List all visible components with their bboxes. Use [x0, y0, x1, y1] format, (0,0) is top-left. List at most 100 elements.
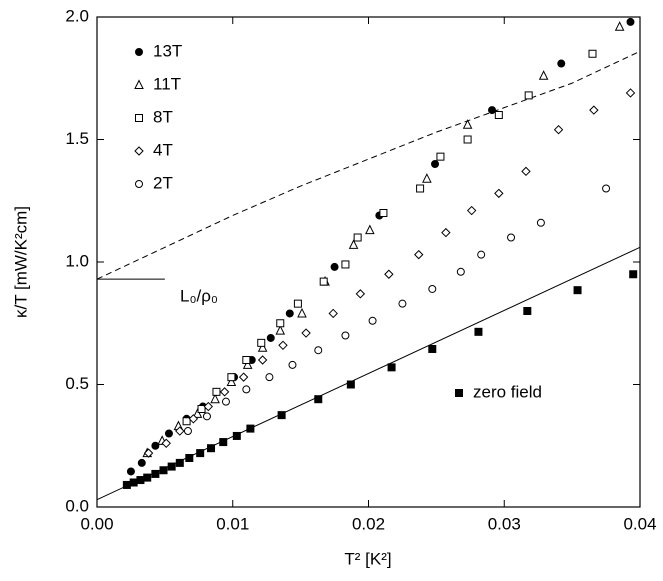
point	[414, 249, 424, 260]
point	[629, 270, 638, 279]
point	[614, 21, 625, 31]
point	[355, 289, 366, 299]
legend-marker	[135, 114, 143, 122]
point	[210, 393, 220, 404]
point	[182, 417, 191, 426]
point	[314, 395, 323, 404]
point	[428, 344, 437, 353]
y-tick-label: 1.5	[65, 129, 89, 148]
point	[226, 376, 237, 387]
point	[330, 262, 339, 271]
point	[328, 308, 338, 319]
point	[212, 387, 221, 396]
point	[137, 458, 146, 467]
x-tick-label: 0.02	[352, 514, 385, 533]
point	[365, 224, 375, 235]
point	[219, 387, 230, 397]
point	[301, 328, 311, 338]
legend-label: 4T	[153, 140, 173, 159]
point	[297, 307, 307, 318]
point	[319, 277, 328, 286]
point	[521, 166, 531, 177]
x-tick-label: 0.04	[623, 514, 656, 533]
y-tick-label: 1.0	[65, 251, 89, 270]
point	[126, 467, 135, 476]
point	[353, 233, 362, 242]
point	[384, 269, 394, 279]
point	[197, 405, 206, 413]
point	[167, 462, 176, 471]
point	[507, 233, 516, 242]
point	[341, 331, 350, 340]
point	[151, 469, 160, 478]
legend-marker	[455, 389, 463, 397]
point	[257, 342, 268, 352]
point	[625, 88, 636, 98]
point	[488, 106, 497, 115]
legend-label: 13T	[153, 41, 182, 60]
x-axis-label: T² [K²]	[344, 549, 391, 568]
legend-label: zero field	[473, 382, 542, 401]
point	[341, 260, 350, 269]
point	[203, 401, 214, 412]
legend-marker	[134, 146, 144, 156]
point	[143, 448, 154, 458]
point	[422, 173, 432, 183]
legend-label: 11T	[153, 74, 181, 93]
point	[588, 49, 597, 58]
point	[242, 359, 253, 369]
point	[398, 299, 407, 308]
legend-label: 2T	[153, 173, 173, 192]
point	[219, 438, 228, 447]
point	[314, 346, 323, 355]
point	[207, 444, 216, 453]
point	[626, 17, 635, 26]
y-tick-label: 0.5	[65, 374, 89, 393]
annotation: L₀/ρ₀	[180, 286, 218, 305]
point	[242, 385, 251, 394]
point	[346, 380, 355, 389]
legend-marker	[135, 180, 143, 188]
point	[221, 397, 230, 406]
point	[242, 356, 251, 364]
point	[538, 70, 549, 80]
point	[275, 324, 286, 335]
point	[602, 184, 611, 193]
point	[159, 466, 168, 475]
point	[175, 426, 185, 436]
x-tick-label: 0.01	[216, 514, 249, 533]
point	[523, 307, 532, 315]
point	[368, 316, 377, 325]
point	[285, 309, 294, 318]
point	[227, 373, 236, 382]
legend-marker	[134, 79, 144, 89]
point	[466, 205, 477, 216]
point	[164, 429, 173, 438]
point	[277, 411, 286, 420]
legend-marker	[135, 48, 143, 56]
curve	[96, 50, 641, 280]
point	[257, 355, 268, 365]
point	[276, 319, 285, 328]
point	[257, 338, 266, 347]
point	[196, 449, 205, 458]
point	[348, 239, 359, 249]
point	[136, 476, 145, 485]
point	[183, 427, 192, 436]
point	[431, 160, 440, 168]
point	[494, 111, 503, 119]
point	[524, 91, 533, 100]
point	[463, 135, 472, 144]
point	[387, 363, 396, 372]
point	[185, 454, 194, 462]
x-tick-label: 0.00	[80, 514, 113, 533]
point	[129, 478, 138, 487]
point	[202, 412, 211, 421]
point	[573, 286, 582, 295]
point	[553, 124, 564, 135]
point	[494, 188, 504, 199]
point	[246, 424, 255, 433]
point	[161, 438, 171, 449]
point	[175, 458, 184, 467]
